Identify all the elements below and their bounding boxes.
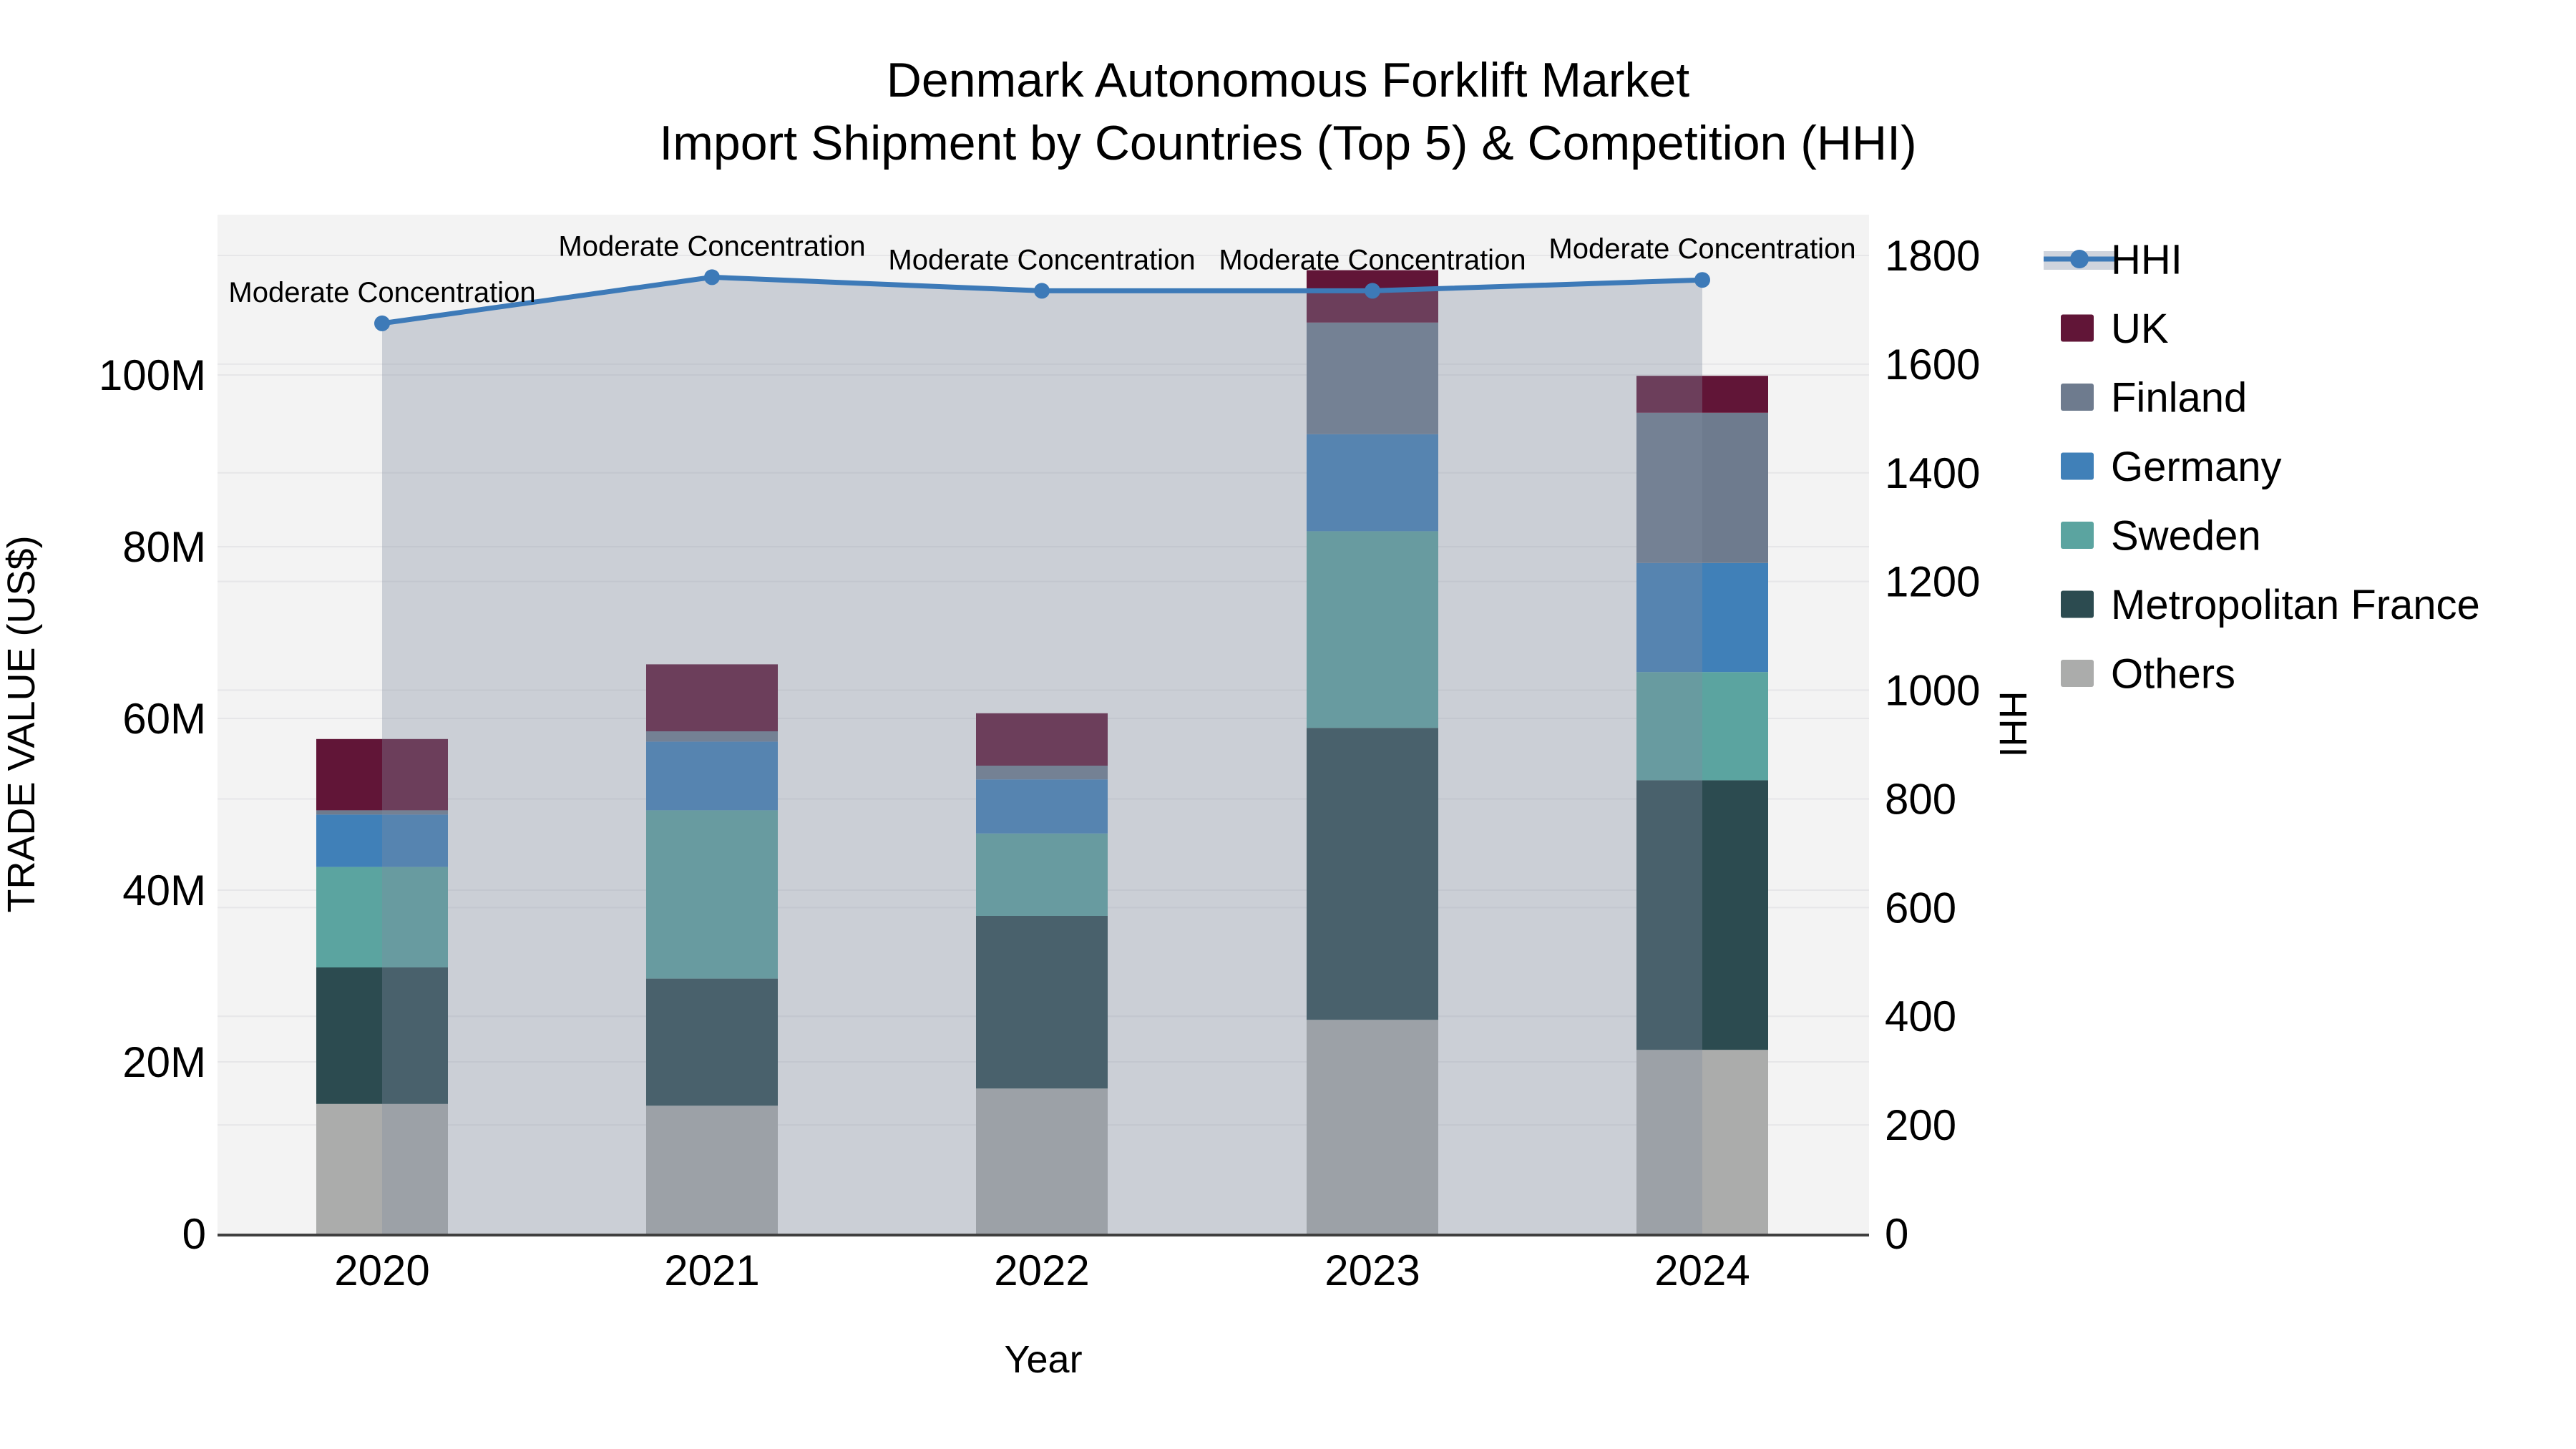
bar-segment-germany-2022 [976, 779, 1108, 834]
legend-swatch-uk [2061, 314, 2094, 342]
annotation-2024: Moderate Concentration [1548, 233, 1855, 265]
bar-segment-finland-2024 [1636, 412, 1768, 563]
y2-tick-200: 200 [1885, 1101, 1956, 1149]
legend-swatch-finland [2061, 384, 2094, 411]
bar-segment-uk-2022 [976, 713, 1108, 766]
x-tick-2020: 2020 [334, 1246, 429, 1294]
x-axis-title: Year [1004, 1338, 1082, 1381]
hhi-point-2022 [1034, 283, 1050, 299]
y1-tick-80M: 80M [122, 523, 206, 571]
y2-tick-400: 400 [1885, 992, 1956, 1040]
bar-segment-sweden-2022 [976, 833, 1108, 916]
y1-tick-20M: 20M [122, 1038, 206, 1086]
y2-tick-800: 800 [1885, 775, 1956, 823]
legend-swatch-germany [2061, 452, 2094, 480]
bar-segment-metropolitan-france-2023 [1307, 728, 1438, 1020]
bar-segment-germany-2024 [1636, 562, 1768, 673]
bar-segment-metropolitan-france-2021 [646, 978, 778, 1106]
y2-tick-1000: 1000 [1885, 667, 1980, 715]
bar-segment-others-2023 [1307, 1020, 1438, 1234]
legend-item-sweden[interactable]: Sweden [2061, 512, 2261, 559]
legend-item-others[interactable]: Others [2061, 650, 2235, 697]
y2-tick-1600: 1600 [1885, 341, 1980, 389]
legend-swatch-others [2061, 660, 2094, 687]
bar-segment-sweden-2024 [1636, 672, 1768, 781]
legend-item-germany[interactable]: Germany [2061, 444, 2282, 490]
bar-segment-others-2024 [1636, 1050, 1768, 1234]
legend-label-others: Others [2111, 650, 2235, 697]
legend-item-hhi[interactable]: HHI [2044, 236, 2182, 283]
legend-item-metropolitan-france[interactable]: Metropolitan France [2061, 582, 2480, 628]
bar-segment-finland-2023 [1307, 322, 1438, 434]
x-tick-2021: 2021 [664, 1246, 759, 1294]
bar-segment-germany-2023 [1307, 434, 1438, 532]
x-tick-labels: 2020 2021 2022 2023 2024 [334, 1246, 1750, 1294]
y1-tick-60M: 60M [122, 695, 206, 743]
bar-segment-uk-2024 [1636, 376, 1768, 413]
bar-segment-finland-2021 [646, 731, 778, 742]
hhi-point-2021 [704, 269, 720, 286]
y1-tick-0: 0 [182, 1210, 206, 1258]
y1-tick-labels: 0 20M 40M 60M 80M 100M [99, 351, 206, 1258]
legend-label-hhi: HHI [2111, 236, 2182, 283]
bar-segment-others-2021 [646, 1106, 778, 1234]
bar-segment-uk-2021 [646, 664, 778, 731]
bar-segment-finland-2022 [976, 766, 1108, 780]
y2-axis-title: HHI [1991, 691, 2034, 758]
hhi-markers [374, 269, 1710, 331]
y2-tick-600: 600 [1885, 884, 1956, 932]
y1-tick-100M: 100M [99, 351, 206, 399]
legend-label-sweden: Sweden [2111, 512, 2261, 559]
y2-tick-1400: 1400 [1885, 449, 1980, 497]
legend-item-finland[interactable]: Finland [2061, 374, 2247, 421]
y2-tick-1200: 1200 [1885, 558, 1980, 606]
annotation-2021: Moderate Concentration [558, 230, 865, 262]
bar-segment-sweden-2021 [646, 810, 778, 979]
bar-segment-metropolitan-france-2020 [316, 967, 448, 1104]
x-tick-2022: 2022 [994, 1246, 1089, 1294]
chart-title-line2: Import Shipment by Countries (Top 5) & C… [659, 116, 1917, 170]
annotation-2023: Moderate Concentration [1219, 244, 1526, 275]
bar-segment-finland-2020 [316, 810, 448, 815]
legend-label-germany: Germany [2111, 444, 2282, 490]
hhi-point-2024 [1694, 272, 1710, 288]
bar-segment-others-2022 [976, 1088, 1108, 1234]
bar-segment-others-2020 [316, 1103, 448, 1234]
hhi-area-fill [382, 277, 1702, 1234]
annotations: Moderate Concentration Moderate Concentra… [228, 230, 1855, 308]
legend-swatch-metropolitan-france [2061, 590, 2094, 618]
y2-tick-0: 0 [1885, 1210, 1908, 1258]
legend-label-finland: Finland [2111, 374, 2247, 421]
bar-segment-germany-2021 [646, 741, 778, 811]
y1-axis-title: TRADE VALUE (US$) [0, 535, 43, 912]
y2-tick-1800: 1800 [1885, 232, 1980, 280]
legend-label-uk: UK [2111, 306, 2169, 352]
x-tick-2024: 2024 [1654, 1246, 1750, 1294]
legend-item-uk[interactable]: UK [2061, 306, 2169, 352]
bar-segment-germany-2020 [316, 814, 448, 867]
legend-label-metropolitan-france: Metropolitan France [2111, 582, 2480, 628]
hhi-point-2023 [1365, 283, 1380, 299]
bar-segment-sweden-2020 [316, 867, 448, 967]
bar-segment-uk-2020 [316, 738, 448, 811]
bar-segment-metropolitan-france-2024 [1636, 780, 1768, 1050]
y2-tick-labels: 0 200 400 600 800 1000 1200 1400 1600 1800 [1885, 232, 1980, 1258]
annotation-2020: Moderate Concentration [228, 277, 535, 308]
annotation-2022: Moderate Concentration [888, 244, 1195, 275]
legend-swatch-sweden [2061, 522, 2094, 549]
chart-title: Denmark Autonomous Forklift Market Impor… [0, 49, 2576, 175]
legend-hhi-marker [2070, 250, 2089, 268]
legend: HHI UK Finland Germany Sweden Metropolitan Fr… [2044, 236, 2480, 697]
bar-series-group [316, 270, 1768, 1234]
hhi-point-2020 [374, 315, 390, 331]
bar-segment-metropolitan-france-2022 [976, 916, 1108, 1089]
bar-segment-sweden-2023 [1307, 531, 1438, 728]
x-tick-2023: 2023 [1324, 1246, 1420, 1294]
y1-tick-40M: 40M [122, 867, 206, 914]
chart-title-line1: Denmark Autonomous Forklift Market [886, 53, 1690, 107]
